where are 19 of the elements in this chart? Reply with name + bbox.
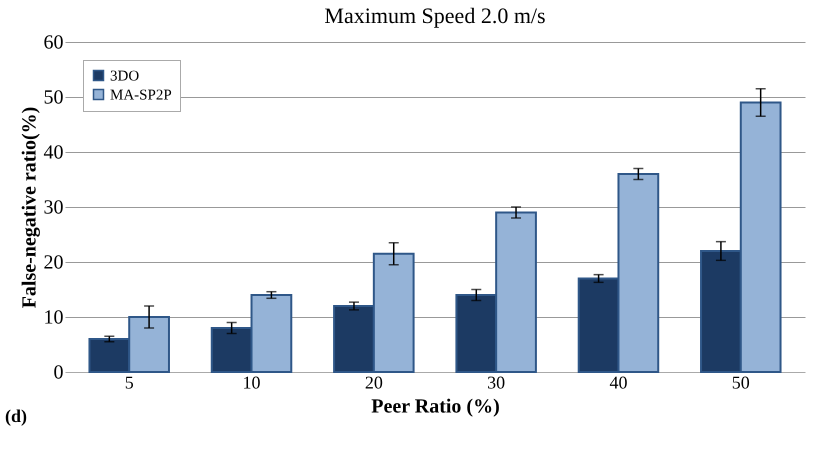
y-tick-label: 0 xyxy=(54,362,64,384)
chart-title: Maximum Speed 2.0 m/s xyxy=(324,3,546,28)
y-tick-label: 20 xyxy=(44,252,64,274)
x-tick-label: 5 xyxy=(124,372,134,392)
x-tick-label: 20 xyxy=(364,372,383,392)
y-tick-label: 40 xyxy=(44,142,64,164)
x-tick-label: 30 xyxy=(487,372,506,392)
x-tick-label: 10 xyxy=(242,372,261,392)
y-tick-label: 60 xyxy=(44,32,64,54)
y-tick-label: 10 xyxy=(44,306,64,328)
y-tick-label: 30 xyxy=(44,196,64,218)
text: (d) xyxy=(5,406,28,426)
legend-label: MA-SP2P xyxy=(110,88,172,104)
legend-label: 3DO xyxy=(110,68,140,84)
x-tick-label: 50 xyxy=(732,372,750,392)
y-tick-label: 50 xyxy=(44,86,64,108)
x-tick-label: 40 xyxy=(609,372,628,392)
y-axis-title: False-negative ratio(%) xyxy=(18,106,40,308)
x-axis-title: Peer Ratio (%) xyxy=(371,396,500,418)
